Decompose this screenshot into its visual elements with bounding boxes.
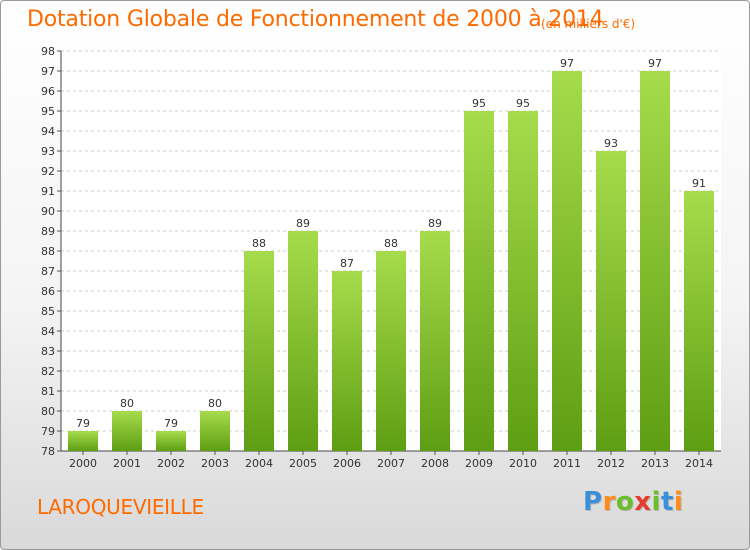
bar-2012 [596, 151, 626, 451]
y-tick-label: 93 [41, 145, 55, 158]
proxiti-logo: Proxiti [583, 487, 684, 517]
data-label: 93 [604, 137, 618, 150]
commune-name: LAROQUEVIEILLE [37, 495, 204, 519]
data-label: 95 [516, 97, 530, 110]
bar-2007 [376, 251, 406, 451]
data-label: 87 [340, 257, 354, 270]
bar-2014 [684, 191, 714, 451]
bar-2003 [200, 411, 230, 451]
bar-2000 [68, 431, 98, 451]
bar-2013 [640, 71, 670, 451]
x-tick-label: 2012 [597, 457, 625, 470]
y-tick-label: 79 [41, 425, 55, 438]
x-tick-label: 2014 [685, 457, 713, 470]
x-tick-label: 2013 [641, 457, 669, 470]
y-tick-label: 84 [41, 325, 55, 338]
y-tick-label: 85 [41, 305, 55, 318]
y-tick-label: 81 [41, 385, 55, 398]
y-tick-label: 86 [41, 285, 55, 298]
data-label: 91 [692, 177, 706, 190]
bar-2002 [156, 431, 186, 451]
data-label: 97 [560, 57, 574, 70]
chart-subtitle: (en milliers d'€) [541, 17, 636, 31]
x-tick-label: 2005 [289, 457, 317, 470]
bar-2009 [464, 111, 494, 451]
y-tick-label: 92 [41, 165, 55, 178]
bar-2005 [288, 231, 318, 451]
bar-2010 [508, 111, 538, 451]
bar-2004 [244, 251, 274, 451]
data-label: 79 [76, 417, 90, 430]
y-tick-label: 98 [41, 45, 55, 58]
x-tick-label: 2004 [245, 457, 273, 470]
x-tick-label: 2003 [201, 457, 229, 470]
y-tick-label: 83 [41, 345, 55, 358]
bar-2001 [112, 411, 142, 451]
y-tick-label: 90 [41, 205, 55, 218]
chart-title: Dotation Globale de Fonctionnement de 20… [27, 7, 604, 32]
x-tick-label: 2009 [465, 457, 493, 470]
data-label: 89 [428, 217, 442, 230]
data-label: 88 [252, 237, 266, 250]
y-tick-label: 89 [41, 225, 55, 238]
bar-2006 [332, 271, 362, 451]
y-tick-label: 95 [41, 105, 55, 118]
y-tick-label: 96 [41, 85, 55, 98]
x-tick-label: 2001 [113, 457, 141, 470]
y-tick-label: 91 [41, 185, 55, 198]
bar-2008 [420, 231, 450, 451]
y-tick-label: 87 [41, 265, 55, 278]
data-label: 80 [120, 397, 134, 410]
data-label: 97 [648, 57, 662, 70]
y-tick-label: 80 [41, 405, 55, 418]
y-tick-label: 82 [41, 365, 55, 378]
y-tick-label: 94 [41, 125, 55, 138]
data-label: 79 [164, 417, 178, 430]
x-tick-label: 2006 [333, 457, 361, 470]
x-tick-label: 2000 [69, 457, 97, 470]
data-label: 80 [208, 397, 222, 410]
x-tick-label: 2002 [157, 457, 185, 470]
y-tick-label: 97 [41, 65, 55, 78]
data-label: 95 [472, 97, 486, 110]
x-tick-label: 2010 [509, 457, 537, 470]
y-tick-label: 78 [41, 445, 55, 458]
x-tick-label: 2008 [421, 457, 449, 470]
y-tick-label: 88 [41, 245, 55, 258]
data-label: 88 [384, 237, 398, 250]
x-tick-label: 2007 [377, 457, 405, 470]
bar-2011 [552, 71, 582, 451]
data-label: 89 [296, 217, 310, 230]
x-tick-label: 2011 [553, 457, 581, 470]
